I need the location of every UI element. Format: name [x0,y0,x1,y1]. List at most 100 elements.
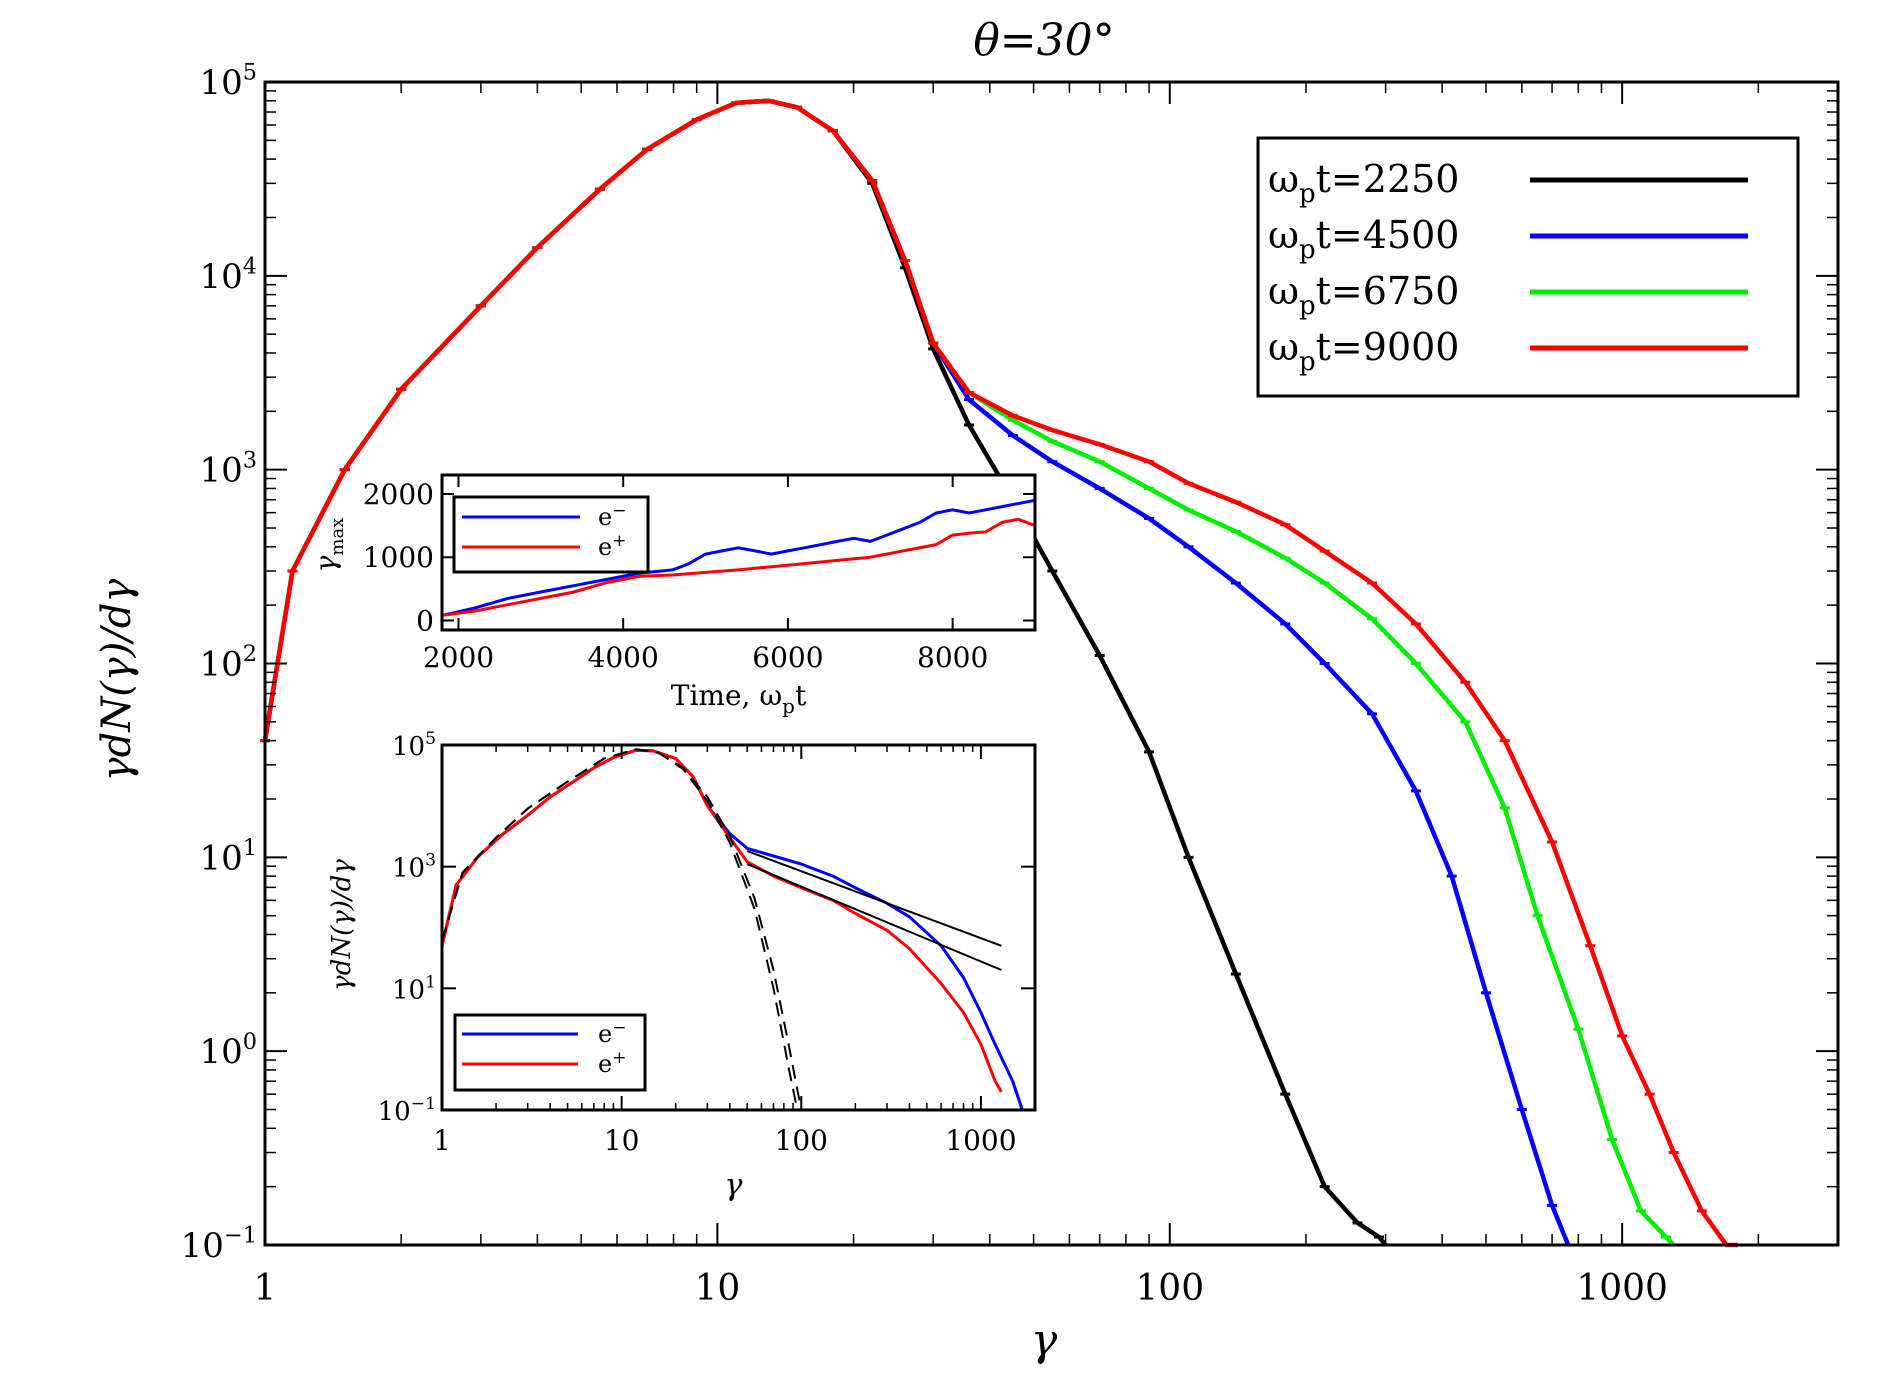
y-tick-label-base: 10 [199,257,242,297]
inset-top-x-tick-label: 2000 [423,641,494,674]
inset-bottom-x-tick-label: 1 [433,1124,451,1157]
inset-top-x-tick-label: 4000 [588,641,659,674]
main-y-axis-label: γdN(γ)/dγ [94,579,140,782]
chart-title: θ=30° [973,15,1114,66]
legend-label-omega: ω [1268,157,1299,201]
legend-e: e [598,1050,612,1078]
inset-bottom-x-axis-label: γ [725,1168,743,1203]
inset-bottom-y-tick-label: 101 [392,972,436,1005]
inset-bottom-legend-label-0: e− [598,1018,626,1048]
main-plot: 1 10 100 100010−1100101102103104105ωpt=2250… [181,60,1840,1309]
inset-top-x-tick-label: 8000 [917,641,988,674]
y-tick-label-base: 10 [199,645,242,685]
inset-top-y-tick-label: 1000 [363,541,434,574]
y-tick-label-exp: 2 [243,641,257,667]
legend-label-tail: t=6750 [1316,269,1460,313]
legend-label-sub: p [1299,179,1316,209]
inset-top-series-1 [441,517,1036,617]
y-tick-label: 105 [199,60,257,103]
inset-top-frame [440,473,1037,632]
inset-bottom-series-1 [440,748,1003,1093]
legend-sup: − [612,501,626,521]
y-tick-label: 101 [199,835,257,878]
inset-bottom-series-3 [441,748,803,1111]
y-tick-label: 103 [199,447,257,490]
inset-bottom-legend-box [453,1013,647,1092]
legend-label-sub: p [1299,347,1316,377]
inset-top-x-axis-label: Time, ωpt [671,679,807,718]
inset-bottom-x-tick-label: 100 [775,1124,828,1157]
inset-bottom-y-tick-label: 10−1 [378,1094,436,1127]
inset-top-legend-label-1: e+ [598,531,626,561]
y-tick-label-exp: 1 [243,835,257,861]
inset-top-y-axis-label: γmax [309,518,348,573]
x-tick-label: 100 [1135,1268,1204,1309]
inset-bottom-y-tick-label-exp: −1 [411,1094,436,1114]
y-tick-label-exp: −1 [224,1223,257,1249]
y-tick-label: 104 [199,254,257,297]
y-tick-label-exp: 5 [243,60,257,86]
inset-bottom-frame [440,743,1037,1112]
y-tick-label: 100 [199,1029,257,1072]
inset-top-x-label-main: Time, ω [671,679,782,712]
inset-bottom-legend-label-1: e+ [598,1048,626,1078]
y-tick-label-base: 10 [199,838,242,878]
inset-bottom-series-5 [746,863,1002,971]
legend-sup: − [612,1018,626,1038]
inset-bottom-y-tick-label-base: 10 [378,1097,411,1127]
legend-label-sub: p [1299,235,1316,265]
inset-top-plot: 2000 4000 6000 8000 0 1000 2000 Time, ωpt γmax e−… [309,473,1037,718]
legend-label-tail: t=9000 [1316,325,1460,369]
y-tick-label-base: 10 [199,1032,242,1072]
legend-label-sub: p [1299,291,1316,321]
x-tick-label: 1 [254,1268,277,1309]
y-tick-label-exp: 3 [243,447,257,473]
legend-sup: + [612,531,626,551]
legend-e: e [598,533,612,561]
legend-e: e [598,503,612,531]
legend-label-2: ωpt=6750 [1268,269,1459,321]
inset-bottom-x-tick-label: 1000 [945,1124,1016,1157]
y-tick-label-base: 10 [181,1226,224,1266]
inset-bottom-legend: e−e+ [453,1013,647,1092]
inset-top-x-label-tail: t [795,679,807,712]
inset-bottom-y-tick-label-exp: 1 [425,972,436,992]
y-tick-label-exp: 0 [243,1029,257,1055]
inset-bottom-y-tick-label: 105 [392,729,436,762]
inset-bottom-series-4 [746,850,1002,947]
legend-label-omega: ω [1268,325,1299,369]
inset-bottom-y-tick-label-exp: 5 [425,729,436,749]
inset-bottom-y-tick-label-base: 10 [392,732,425,762]
y-tick-label-base: 10 [199,451,242,491]
inset-top-legend-box [452,495,650,574]
legend-sup: + [612,1048,626,1068]
x-tick-label: 10 [694,1268,740,1309]
inset-top-y-label-sub: max [327,518,348,556]
y-tick-label: 102 [199,641,257,684]
legend-label-omega: ω [1268,269,1299,313]
inset-bottom-y-tick-label-base: 10 [392,975,425,1005]
inset-top-y-tick-label: 0 [416,605,434,638]
legend-label-3: ωpt=9000 [1268,325,1459,377]
inset-top-y-tick-label: 2000 [363,478,434,511]
legend-label-tail: t=4500 [1316,213,1460,257]
inset-top-x-label-sub: p [782,694,795,718]
inset-top-legend: e−e+ [452,495,650,574]
legend-label-1: ωpt=4500 [1268,213,1459,265]
y-tick-label: 10−1 [181,1223,257,1266]
inset-top-y-label-main: γ [309,555,342,572]
inset-bottom-y-tick-label-base: 10 [392,854,425,884]
legend-label-tail: t=2250 [1316,157,1460,201]
x-tick-label: 1000 [1576,1268,1668,1309]
legend-e: e [598,1020,612,1048]
inset-top-series-0 [441,498,1036,617]
inset-bottom-y-axis-label: γdN(γ)/dγ [327,859,357,991]
main-x-axis-label: γ [1031,1315,1058,1366]
y-tick-label-base: 10 [199,63,242,103]
inset-bottom-x-tick-label: 10 [604,1124,640,1157]
inset-top-x-tick-label: 6000 [752,641,823,674]
legend-label-0: ωpt=2250 [1268,157,1459,209]
